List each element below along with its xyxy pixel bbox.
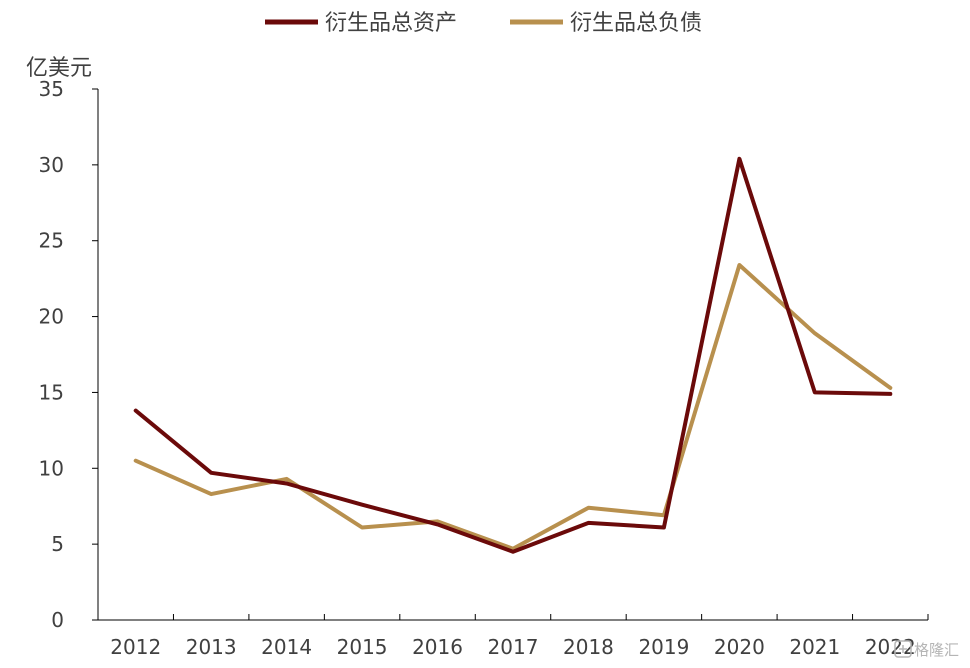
watermark-text: 格隆汇 <box>914 641 959 659</box>
y-tick-label: 0 <box>51 608 64 632</box>
y-tick-label: 20 <box>39 305 64 329</box>
series-line-assets <box>133 156 893 554</box>
y-tick-label: 15 <box>39 380 64 404</box>
y-ticks: 0 5 10 15 20 25 30 35 <box>39 77 98 632</box>
x-tick-label: 2014 <box>261 635 312 659</box>
x-tick-label: 2020 <box>714 635 765 659</box>
y-tick-label: 25 <box>39 229 64 253</box>
y-tick-label: 35 <box>39 77 64 101</box>
watermark: 格隆汇 <box>894 640 959 659</box>
x-tick-label: 2018 <box>563 635 614 659</box>
y-tick-label: 10 <box>39 456 64 480</box>
x-tick-label: 2012 <box>110 635 161 659</box>
legend-item-assets[interactable]: 衍生品总资产 <box>265 11 457 36</box>
y-tick-label: 5 <box>51 532 64 556</box>
legend-label-assets: 衍生品总资产 <box>325 11 457 36</box>
legend-item-liabilities[interactable]: 衍生品总负债 <box>510 11 702 36</box>
x-tick-label: 2019 <box>638 635 689 659</box>
x-tick-label: 2022 <box>865 635 916 659</box>
gelonghui-logo-icon <box>894 640 912 658</box>
y-axis-unit-label: 亿美元 <box>26 56 92 81</box>
x-tick-label: 2016 <box>412 635 463 659</box>
gelonghui-logo-mark <box>899 645 907 653</box>
x-tick-label: 2021 <box>789 635 840 659</box>
x-ticks: 2012 2013 2014 2015 2016 2017 2018 2019 2020 2021… <box>97 614 929 659</box>
x-tick-label: 2017 <box>488 635 539 659</box>
legend: 衍生品总资产 衍生品总负债 <box>265 11 702 36</box>
x-tick-label: 2015 <box>337 635 388 659</box>
y-tick-label: 30 <box>39 153 64 177</box>
legend-label-liabilities: 衍生品总负债 <box>570 11 702 36</box>
series-layer <box>133 156 893 554</box>
x-tick-label: 2013 <box>186 635 237 659</box>
series-line-liabilities <box>133 263 893 551</box>
